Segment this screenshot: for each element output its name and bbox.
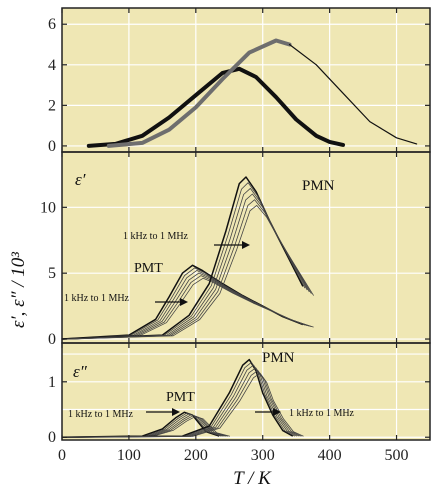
pmn-frequency-label-bottom: 1 kHz to 1 MHz	[289, 408, 355, 419]
curve-bottom-pmn-f4	[70, 370, 302, 438]
y-tick-label-bottom: 1	[48, 374, 56, 391]
y-tick-label-bottom: 0	[48, 429, 56, 446]
curve-bottom-pmn-f0	[61, 358, 294, 438]
pmn-label-bottom: PMN	[262, 350, 295, 366]
arrow-pmn-bottom-head	[273, 408, 281, 416]
y-tick-label-top: 0	[48, 138, 56, 155]
panel-label-epsilon-prime: ε′	[75, 170, 86, 189]
curve-top-thick-gray	[106, 38, 292, 148]
arrow-pmt-middle-head	[180, 298, 188, 306]
pmt-label-middle: PMT	[134, 261, 163, 276]
arrow-pmt-bottom-head	[172, 408, 180, 416]
curve-top-thin-dark	[288, 43, 418, 145]
x-tick-label: 500	[385, 447, 409, 464]
panel-frame-bottom	[61, 342, 431, 441]
frame-layer	[61, 7, 431, 441]
curve-middle-pmn-f5	[72, 205, 314, 340]
curve-bottom-pmn-f2	[66, 364, 298, 438]
curve-middle-pmn-f1	[64, 182, 306, 340]
arrow-pmn-middle-head	[242, 241, 250, 249]
pmt-frequency-label-bottom: 1 kHz to 1 MHz	[68, 409, 134, 420]
pmt-frequency-label-middle: 1 kHz to 1 MHz	[64, 293, 130, 304]
y-tick-label-middle: 0	[48, 331, 56, 348]
pmt-label-bottom: PMT	[166, 390, 195, 405]
panel-top-background	[62, 8, 430, 152]
pmn-label-middle: PMN	[302, 178, 335, 194]
y-tick-label-middle: 5	[48, 265, 56, 282]
panel-label-epsilon-double-prime: ε″	[73, 362, 88, 381]
curve-bottom-pmt-f5	[72, 416, 231, 438]
curve-layer	[61, 38, 418, 438]
panel-middle-background	[62, 152, 430, 343]
x-tick-label: 100	[117, 447, 141, 464]
panel-bottom-background	[62, 343, 430, 440]
curve-middle-pmt-f5	[72, 277, 314, 340]
annotation-layer: ε′ PMN 1 kHz to 1 MHz PMT 1 kHz to 1 MHz…	[64, 170, 355, 420]
y-tick-label-top: 4	[48, 57, 56, 74]
x-tick-label: 0	[58, 447, 66, 464]
y-axis-title: ε′, ε″ / 10³	[8, 252, 29, 328]
y-tick-label-middle: 10	[40, 199, 56, 216]
x-tick-label: 200	[184, 447, 208, 464]
x-tick-label: 400	[318, 447, 342, 464]
y-tick-label-top: 2	[48, 97, 56, 114]
curve-bottom-pmn-f1	[64, 361, 296, 438]
y-tick-label-top: 6	[48, 16, 56, 33]
curve-bottom-pmn-f5	[72, 372, 304, 438]
curve-bottom-pmn-f3	[68, 367, 300, 438]
pmn-frequency-label-middle: 1 kHz to 1 MHz	[123, 231, 189, 242]
x-axis-title: T / K	[233, 468, 272, 489]
x-tick-label: 300	[251, 447, 275, 464]
curve-top-thick-dark	[86, 66, 345, 148]
